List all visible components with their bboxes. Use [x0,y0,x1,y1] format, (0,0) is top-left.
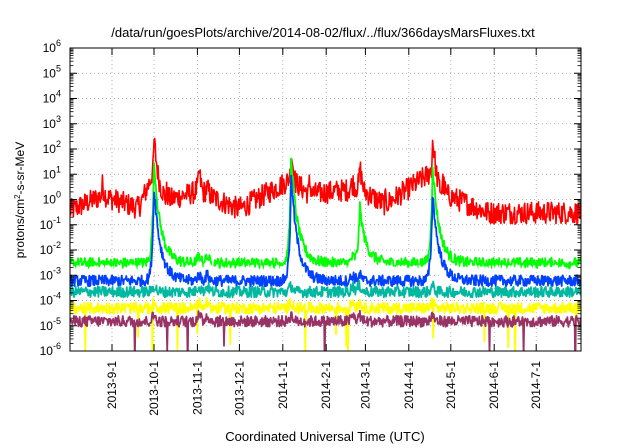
y-tick-label: 10-3 [40,265,61,282]
y-tick-label: 103 [43,114,61,131]
x-tick-labels: 2013-9-1 2013-10-1 2013-11-1 2013-12-1 2014-… [105,361,543,416]
series-line [70,296,581,351]
series-line [70,309,581,351]
series-line [70,258,581,278]
y-tick-label: 100 [43,190,61,207]
x-tick-label: 2013-10-1 [147,361,161,416]
ticks [70,47,581,352]
x-tick-label: 2014-7-1 [529,361,543,409]
x-tick-label: 2014-4-1 [402,361,416,409]
y-tick-label: 10-5 [40,316,61,333]
chart-title: /data/run/goesPlots/archive/2014-08-02/f… [111,25,535,40]
x-tick-label: 2014-3-1 [358,361,372,409]
x-axis-label: Coordinated Universal Time (UTC) [225,429,424,444]
y-axis-label-base: protons/cm [13,199,27,258]
y-axis-label-sup: 2 [13,194,22,199]
y-axis-label: protons/cm2-s-sr-MeV [13,142,28,258]
y-tick-labels: 10-6 10-5 10-4 10-3 10-2 10-1 100 101 102 103 104 1… [40,38,61,358]
y-axis-label-rest: -s-sr-MeV [13,142,27,195]
x-tick-label: 2014-5-1 [444,361,458,409]
x-tick-label: 2013-9-1 [105,361,119,409]
y-tick-label: 101 [43,164,61,181]
y-tick-label: 10-2 [40,240,61,257]
y-tick-label: 10-6 [40,341,61,358]
x-tick-label: 2013-12-1 [232,361,246,416]
series-layer [70,137,581,351]
series-line [70,137,581,225]
y-tick-label: 104 [43,89,61,106]
x-tick-label: 2013-11-1 [190,361,204,415]
y-tick-label: 106 [43,38,61,55]
x-tick-label: 2014-6-1 [487,361,501,409]
y-tick-label: 105 [43,63,61,80]
x-tick-label: 2014-2-1 [319,361,333,409]
y-tick-label: 102 [43,139,61,156]
series-line [70,174,581,288]
series-line [70,157,581,270]
x-tick-label: 2014-1-1 [276,361,290,409]
y-tick-label: 10-4 [40,291,61,308]
series-line [70,280,581,299]
y-tick-label: 10-1 [40,215,61,232]
